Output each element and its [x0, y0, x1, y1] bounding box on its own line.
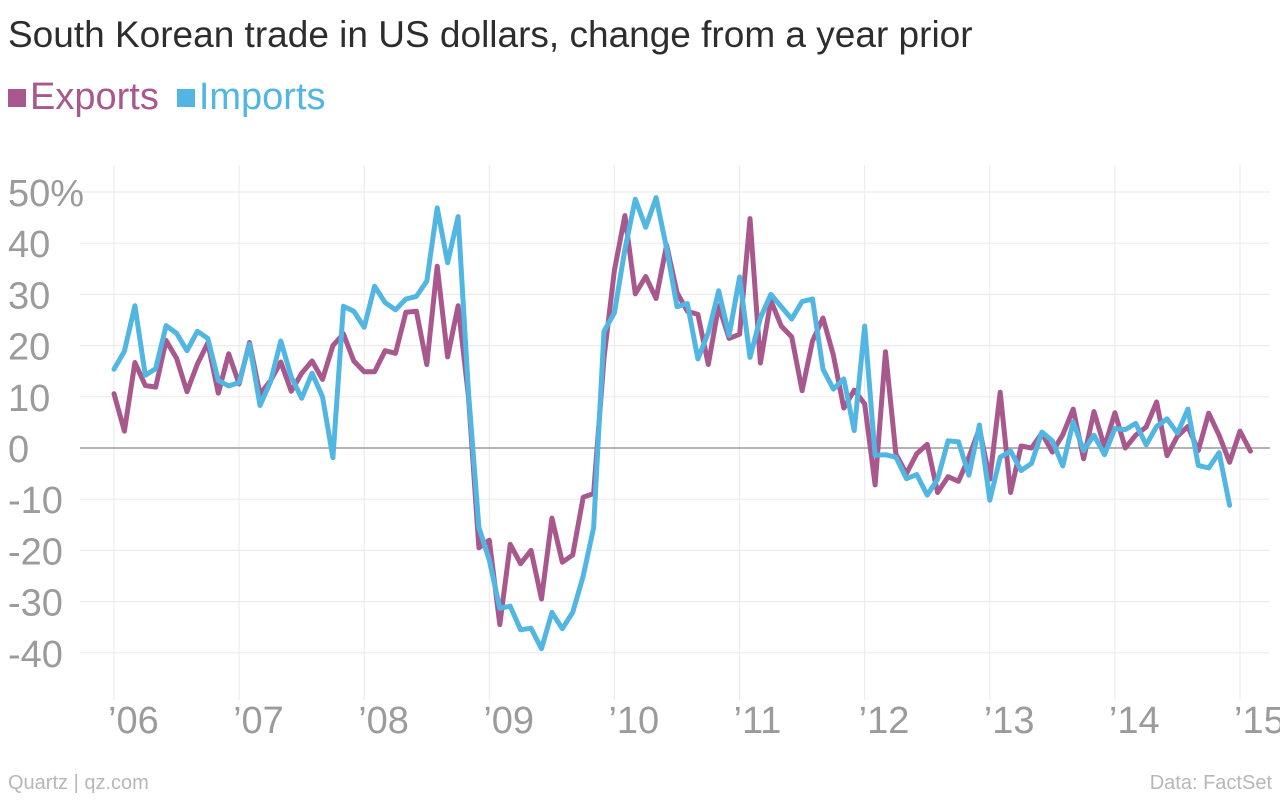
x-tick-label: ’11 [734, 700, 782, 742]
footer-source-right: Data: FactSet [1149, 772, 1272, 794]
y-tick-label: 20 [8, 327, 50, 369]
y-tick-label: -20 [8, 531, 63, 573]
x-tick-label: ’06 [108, 700, 159, 742]
legend-label-exports: Exports [30, 76, 159, 118]
x-tick-label: ’10 [608, 700, 659, 742]
chart-legend: Exports Imports [8, 76, 344, 119]
y-tick-label: 50% [8, 173, 84, 215]
horizontal-gridlines [80, 191, 1270, 654]
x-tick-label: ’09 [483, 700, 534, 742]
series-lines [111, 195, 1253, 652]
x-tick-label: ’08 [358, 700, 409, 742]
y-axis-tick-labels: 50% 40 30 20 10 0 -10 -20 -30 -40 [8, 173, 84, 676]
x-tick-label: ’14 [1109, 700, 1160, 742]
legend-swatch-exports [8, 88, 26, 107]
legend-label-imports: Imports [198, 76, 326, 118]
series-line-imports [111, 195, 1233, 652]
footer-source-left: Quartz | qz.com [8, 772, 149, 794]
vertical-gridlines [113, 165, 1241, 700]
y-tick-label: -40 [8, 634, 63, 676]
y-tick-label: 40 [8, 224, 50, 266]
legend-item-exports: Exports [8, 76, 159, 119]
legend-item-imports: Imports [176, 76, 326, 119]
legend-swatch-imports [176, 88, 195, 107]
x-tick-label: ’12 [859, 700, 910, 742]
chart-title: South Korean trade in US dollars, change… [8, 14, 973, 55]
x-axis-tick-labels: ’06 ’07 ’08 ’09 ’10 ’11 ’12 ’13 ’14 ’15 [108, 700, 1280, 742]
x-tick-label: ’15 [1234, 700, 1280, 742]
series-line-exports [111, 213, 1253, 628]
y-tick-label: 30 [8, 275, 50, 317]
y-tick-label: -30 [8, 583, 63, 625]
y-tick-label: 10 [8, 378, 50, 420]
y-tick-label: 0 [8, 429, 29, 471]
y-tick-label: -10 [8, 480, 63, 522]
x-tick-label: ’07 [233, 700, 284, 742]
x-tick-label: ’13 [984, 700, 1035, 742]
